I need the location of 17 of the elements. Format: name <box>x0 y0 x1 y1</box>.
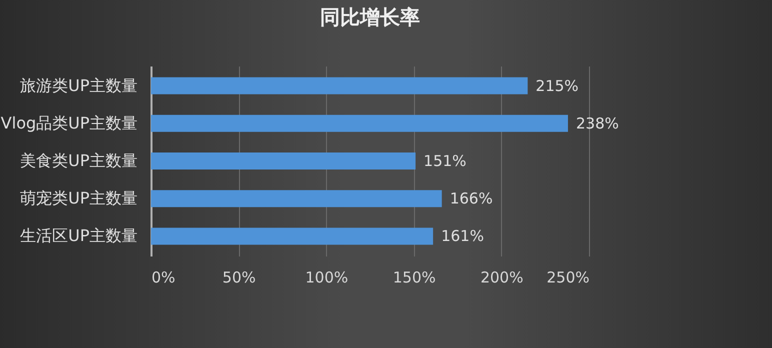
data-label: 151% <box>424 152 466 170</box>
data-label: 238% <box>576 114 619 132</box>
data-label: 215% <box>536 76 579 95</box>
y-tick-label: 美食类UP主数量 <box>20 151 138 170</box>
y-tick-label: 旅游类UP主数量 <box>20 76 138 95</box>
data-label: 166% <box>450 190 493 208</box>
data-label: 161% <box>441 227 484 246</box>
y-tick-label: 萌宠类UP主数量 <box>20 188 138 208</box>
y-tick-label: Vlog品类UP主数量 <box>0 113 138 132</box>
x-tick-label: 100% <box>305 268 348 286</box>
x-tick-label: 250% <box>546 268 590 286</box>
x-tick-label: 50% <box>222 268 256 286</box>
x-tick-label: 0% <box>152 268 176 286</box>
x-tick-label: 150% <box>392 268 436 286</box>
y-tick-label: 生活区UP主数量 <box>20 226 138 246</box>
x-tick-label: 200% <box>480 268 524 286</box>
chart-title: 同比增长率 <box>320 5 420 29</box>
